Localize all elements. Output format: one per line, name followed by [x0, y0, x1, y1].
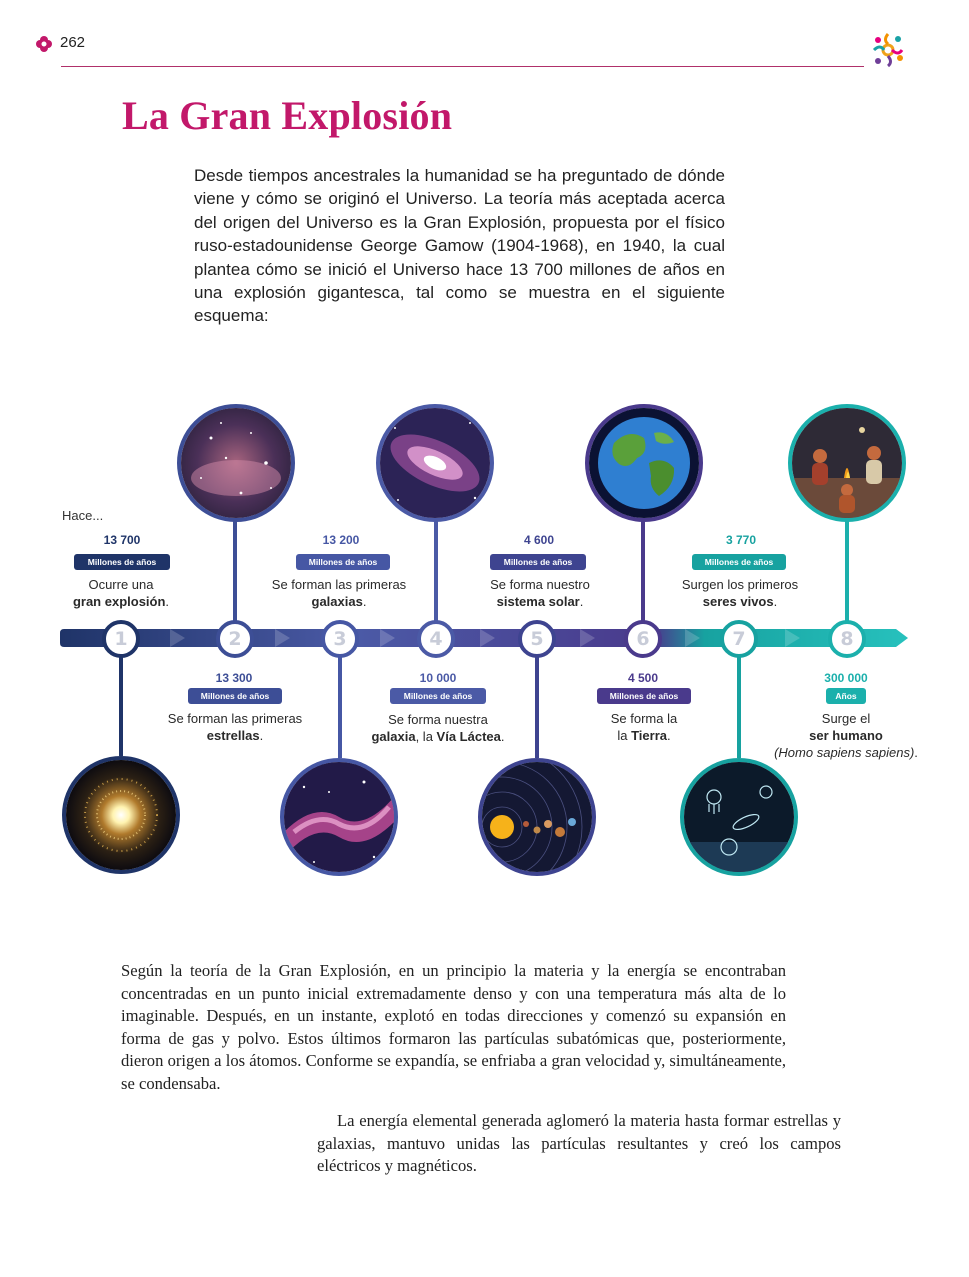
event-4-description: Se forma nuestra galaxia, la Vía Láctea. — [371, 712, 505, 744]
timeline-node-6: 6 — [624, 620, 662, 658]
nebula-stars-icon — [177, 404, 295, 522]
event-6-amount: 4 500 — [627, 671, 659, 685]
event-5-unit-badge: Millones de años — [490, 554, 586, 570]
solar-system-icon — [478, 758, 596, 876]
stem-8 — [845, 520, 849, 622]
event-1-description: Ocurre una gran explosión. — [72, 577, 170, 609]
event-7-amount: 3 770 — [725, 533, 757, 547]
event-5-amount: 4 600 — [523, 533, 555, 547]
timeline-node-2: 2 — [216, 620, 254, 658]
timeline-prefix: Hace... — [62, 508, 104, 523]
event-7-description: Surgen los primeros seres vivos. — [681, 577, 799, 609]
stem-2 — [233, 520, 237, 622]
event-3-unit-badge: Millones de años — [296, 554, 390, 570]
body-paragraph-1: Según la teoría de la Gran Explosión, en… — [121, 961, 786, 1093]
stem-1 — [119, 656, 123, 756]
page-number: 262 — [60, 34, 86, 51]
page-title: La Gran Explosión — [122, 93, 453, 138]
event-7-unit-badge: Millones de años — [692, 554, 786, 570]
stem-3 — [338, 656, 342, 758]
header-rule — [61, 66, 864, 67]
stem-7 — [737, 656, 741, 758]
early-humans-icon — [788, 404, 906, 522]
event-2-amount: 13 300 — [215, 671, 253, 685]
event-1-amount: 13 700 — [103, 533, 141, 547]
event-8-amount: 300 000 — [824, 671, 868, 685]
event-3-description: Se forman las primeras galaxias. — [271, 577, 407, 609]
timeline-bar — [60, 629, 908, 647]
intro-paragraph: Desde tiempos ancestrales la humanidad s… — [194, 166, 725, 326]
event-2-description: Se forman las primeras estrellas. — [167, 711, 303, 743]
body-paragraph-2: La energía elemental generada aglomeró l… — [317, 1111, 841, 1176]
event-2-unit-badge: Millones de años — [188, 688, 282, 704]
event-6-description: Se forma la la Tierra. — [610, 711, 678, 743]
event-8-unit-badge: Años — [826, 688, 866, 704]
timeline-node-8: 8 — [828, 620, 866, 658]
timeline-node-7: 7 — [720, 620, 758, 658]
big-bang-star-icon — [62, 756, 180, 874]
event-5-description: Se forma nuestro sistema solar. — [490, 577, 590, 609]
event-4-unit-badge: Millones de años — [390, 688, 486, 704]
milky-way-icon — [376, 404, 494, 522]
timeline-node-5: 5 — [518, 620, 556, 658]
colorful-logo-icon — [872, 33, 904, 68]
stem-4 — [434, 520, 438, 622]
event-3-amount: 13 200 — [322, 533, 360, 547]
event-8-description: Surge el ser humano (Homo sapiens sapiens)… — [774, 711, 918, 760]
galaxies-icon — [280, 758, 398, 876]
event-6-unit-badge: Millones de años — [597, 688, 691, 704]
timeline-node-4: 4 — [417, 620, 455, 658]
timeline-node-3: 3 — [321, 620, 359, 658]
timeline-node-1: 1 — [102, 620, 140, 658]
earth-icon — [585, 404, 703, 522]
flower-icon — [36, 36, 52, 52]
event-4-amount: 10 000 — [419, 671, 457, 685]
microorganisms-icon — [680, 758, 798, 876]
stem-5 — [535, 656, 539, 758]
stem-6 — [641, 520, 645, 622]
event-1-unit-badge: Millones de años — [74, 554, 170, 570]
